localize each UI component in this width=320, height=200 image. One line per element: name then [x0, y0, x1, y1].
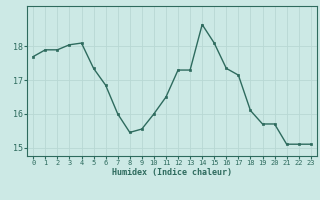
X-axis label: Humidex (Indice chaleur): Humidex (Indice chaleur) — [112, 168, 232, 177]
